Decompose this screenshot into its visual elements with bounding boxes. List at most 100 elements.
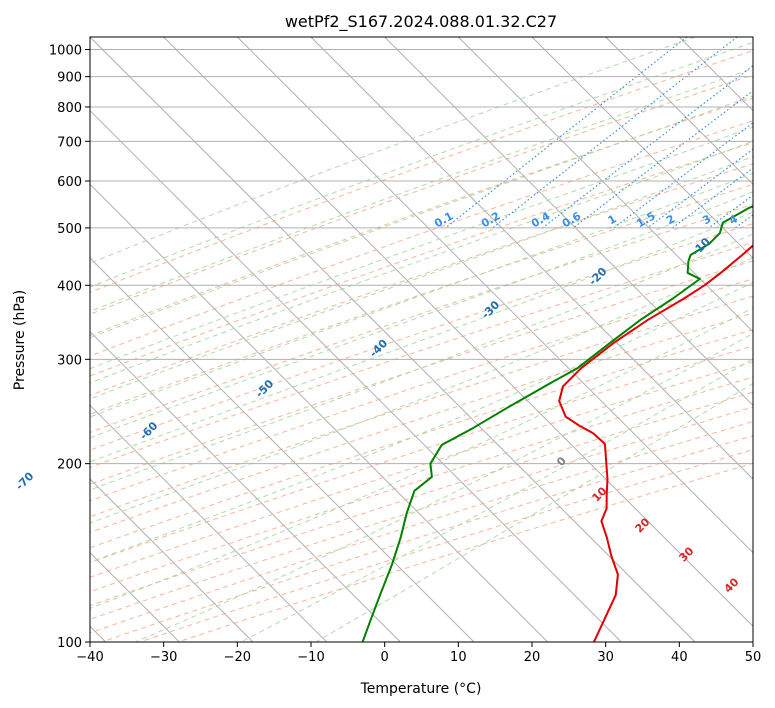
- dry-adiabat-line: [90, 376, 753, 593]
- mixing-ratio-line: [492, 37, 738, 229]
- pressure-gridlines: [90, 49, 753, 642]
- dry-adiabat-line: [90, 142, 753, 377]
- y-tick-label: 900: [57, 71, 82, 86]
- dry-adiabat-line: [90, 241, 753, 469]
- x-tick-label: 40: [671, 650, 688, 665]
- isotherm-line: [90, 257, 475, 642]
- isotherm-line: [90, 478, 254, 642]
- y-tick-label: 200: [57, 458, 82, 473]
- x-tick-label: 0: [381, 650, 389, 665]
- moist-adiabat-line: [90, 191, 753, 439]
- dry-adiabat-line: [90, 223, 753, 451]
- y-tick-label: 700: [57, 135, 82, 150]
- isotherm-line: [163, 37, 753, 628]
- mixing-ratio-line: [572, 89, 753, 229]
- dry-adiabat-label: -60: [137, 419, 160, 442]
- isotherm-line: [457, 37, 753, 333]
- y-tick-label: 800: [57, 101, 82, 116]
- x-tick-label: 20: [524, 650, 541, 665]
- dry-adiabat-line: [90, 312, 753, 534]
- mixing-ratio-label: 1.5: [634, 209, 657, 230]
- dry-adiabat-line: [90, 74, 753, 315]
- x-tick-label: −30: [150, 650, 177, 665]
- moist-adiabat-line: [135, 332, 753, 642]
- x-tick-label: 30: [597, 650, 614, 665]
- y-tick-label: 500: [57, 222, 82, 237]
- chart-title: wetPf2_S167.2024.088.01.32.C27: [285, 12, 557, 32]
- dry-adiabat-line: [90, 163, 753, 396]
- moist-adiabat-label: 20: [633, 515, 653, 535]
- dry-adiabat-line: [90, 391, 753, 607]
- mixing-ratio-label: 0.6: [560, 209, 584, 230]
- moist-adiabat-line: [240, 358, 753, 642]
- moist-adiabat-line: [90, 281, 753, 563]
- mixing-ratio-line: [542, 65, 753, 229]
- moist-adiabat-line: [90, 257, 753, 524]
- profile-lines: [361, 205, 753, 642]
- dry-adiabat-line: [90, 278, 753, 502]
- dry-adiabat-line: [90, 203, 753, 433]
- background-lines: [90, 37, 753, 642]
- moist-adiabat-line: [90, 126, 753, 370]
- dry-adiabat-label: -20: [586, 265, 609, 288]
- dry-adiabat-label: -70: [13, 469, 36, 492]
- y-axis-label: Pressure (hPa): [12, 290, 28, 390]
- moist-adiabat-line: [90, 37, 696, 264]
- dry-adiabat-line: [90, 260, 753, 485]
- isotherm-line: [605, 37, 753, 186]
- moist-adiabat-label: 40: [722, 575, 742, 595]
- isotherm-line: [384, 37, 753, 407]
- dry-adiabat-line: [90, 183, 753, 415]
- moist-adiabat-line: [90, 172, 753, 418]
- y-axis-ticks: 100 200 300 400 500 600 700 800 900 1000: [49, 44, 90, 651]
- profile-line: [558, 244, 753, 642]
- x-tick-label: −20: [224, 650, 251, 665]
- y-tick-label: 300: [57, 353, 82, 368]
- moist-adiabat-label: 30: [677, 544, 697, 564]
- moist-adiabat-line: [90, 41, 753, 288]
- x-tick-label: −40: [76, 650, 103, 665]
- moist-adiabat-line: [90, 233, 753, 491]
- dry-adiabat-line: [90, 97, 753, 337]
- dry-adiabat-label: -40: [367, 337, 390, 360]
- plot-frame: [89, 36, 754, 643]
- x-tick-label: 50: [745, 650, 762, 665]
- dry-adiabat-label: -10: [690, 235, 713, 258]
- y-tick-label: 400: [57, 279, 82, 294]
- dry-adiabat-line: [90, 329, 753, 549]
- x-tick-label: 10: [450, 650, 467, 665]
- mixing-ratio-label: 0.1: [432, 209, 455, 230]
- dry-adiabat-label: -50: [253, 377, 276, 400]
- mixing-ratio-line: [734, 214, 753, 229]
- dry-adiabat-line: [90, 345, 753, 564]
- y-tick-label: 600: [57, 175, 82, 190]
- y-tick-label: 100: [57, 636, 82, 651]
- dry-adiabat-line: [90, 361, 753, 578]
- isotherm-line: [90, 109, 622, 642]
- moist-adiabat-line: [90, 156, 753, 400]
- moist-adiabat-line: [90, 67, 753, 312]
- y-tick-label: 1000: [49, 44, 82, 59]
- mixing-ratio-line: [708, 194, 753, 229]
- profile-line: [361, 205, 753, 642]
- dry-adiabat-line: [90, 120, 753, 357]
- moist-adiabat-line: [90, 95, 753, 339]
- isotherm-line: [90, 404, 328, 642]
- isotherm-line: [90, 183, 549, 642]
- x-tick-label: −10: [297, 650, 324, 665]
- isotherm-line: [90, 330, 401, 642]
- mixing-ratio-label: 2: [664, 212, 677, 227]
- dry-adiabat-line: [90, 295, 753, 518]
- isotherm-line: [752, 37, 753, 38]
- mixing-ratio-line: [672, 167, 753, 229]
- moist-adiabat-line: [315, 383, 753, 642]
- moist-adiabat-line: [90, 140, 753, 384]
- x-axis-label: Temperature (°C): [360, 681, 482, 697]
- moist-adiabat-line: [90, 307, 753, 609]
- mixing-ratio-label: 0.4: [529, 209, 553, 230]
- isotherm-line: [236, 37, 753, 554]
- isopleth-labels: 0.10.20.40.611.5234-100-90-80-70-60-50-4…: [13, 209, 742, 595]
- dry-adiabat-line: [90, 50, 753, 293]
- dry-adiabat-line: [101, 435, 753, 642]
